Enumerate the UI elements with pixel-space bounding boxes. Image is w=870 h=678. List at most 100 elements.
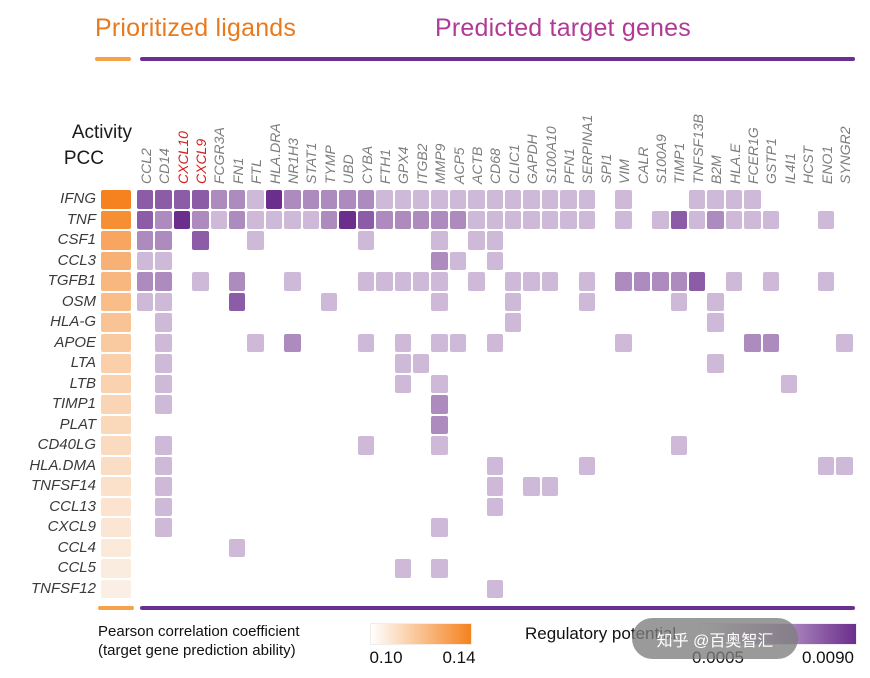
heatmap-cell xyxy=(762,272,779,291)
heatmap-cell xyxy=(578,456,595,475)
pcc-cell xyxy=(101,395,131,414)
heatmap-cell xyxy=(431,231,448,250)
heatmap-cell xyxy=(357,272,375,291)
heatmap-cell xyxy=(431,436,448,455)
column-label: CALR xyxy=(634,146,651,184)
pcc-cell xyxy=(101,559,131,578)
heatmap-cell xyxy=(173,190,191,209)
heatmap-cell xyxy=(670,292,687,311)
pcc-cell xyxy=(101,477,131,496)
column-label: TIMP1 xyxy=(671,142,688,184)
heatmap-cell xyxy=(652,272,669,291)
row-label: IFNG xyxy=(60,190,96,207)
heatmap-cell xyxy=(173,210,191,229)
row-label: TNFSF14 xyxy=(30,477,96,494)
heatmap-cell xyxy=(541,272,559,291)
pcc-cell xyxy=(101,436,131,455)
pearson-legend-line1: Pearson correlation coefficient xyxy=(98,623,300,640)
row-label: CD40LG xyxy=(37,436,96,453)
heatmap-cell xyxy=(817,210,835,229)
pcc-cell xyxy=(101,272,131,291)
heatmap-cell xyxy=(707,210,724,229)
row-label: TIMP1 xyxy=(51,395,96,412)
column-label: ACP5 xyxy=(450,147,467,184)
heatmap-cell xyxy=(541,190,559,209)
pcc-cell xyxy=(101,579,131,598)
pcc-cell xyxy=(101,190,131,209)
row-label: APOE xyxy=(54,333,96,351)
pcc-cell xyxy=(101,497,131,516)
heatmap-cell xyxy=(541,210,559,229)
heatmap-cell xyxy=(229,272,246,291)
heatmap-cell xyxy=(413,190,430,209)
column-label: FCGR3A xyxy=(211,127,228,184)
heatmap-cell xyxy=(192,190,209,209)
row-label: CCL13 xyxy=(49,497,96,515)
heatmap-cell xyxy=(229,538,246,557)
heatmap-cell xyxy=(192,210,209,229)
pcc-cell xyxy=(101,313,131,332)
heatmap-cell xyxy=(229,292,246,311)
heatmap-cell xyxy=(762,210,779,229)
heatmap-cell xyxy=(449,333,467,352)
row-label: TGFB1 xyxy=(47,272,96,289)
heatmap-cell xyxy=(431,415,448,434)
heatmap-cell xyxy=(652,210,669,229)
heatmap-cell xyxy=(155,313,172,332)
heatmap-cell xyxy=(339,190,356,209)
heatmap-cell xyxy=(633,272,651,291)
heatmap-cell xyxy=(302,190,319,209)
heatmap-cell xyxy=(486,190,503,209)
heatmap-cell xyxy=(137,190,154,209)
heatmap-cell xyxy=(210,210,227,229)
heatmap-cell xyxy=(817,456,835,475)
heatmap-cell xyxy=(449,190,467,209)
heatmap-cell xyxy=(394,354,411,373)
heatmap-cell xyxy=(431,559,448,578)
column-label: MMP9 xyxy=(432,143,449,184)
column-label: VIM xyxy=(616,159,633,184)
heatmap-cell xyxy=(376,210,393,229)
column-label: FTL xyxy=(248,159,265,184)
heatmap-cell xyxy=(376,190,393,209)
heatmap-cell xyxy=(670,436,687,455)
row-label: LTA xyxy=(70,354,96,371)
heatmap-cell xyxy=(413,272,430,291)
heatmap-cell xyxy=(707,292,724,311)
heatmap-cell xyxy=(155,231,172,250)
bottom-orange-rule xyxy=(98,606,134,610)
heatmap-cell xyxy=(155,518,172,537)
column-label: SPI1 xyxy=(597,153,614,184)
heatmap-cell xyxy=(486,210,503,229)
heatmap-cell xyxy=(137,251,154,270)
heatmap-cell xyxy=(265,190,283,209)
heatmap-cell xyxy=(431,374,448,393)
heatmap-cell xyxy=(155,436,172,455)
pcc-cell xyxy=(101,518,131,537)
heatmap-cell xyxy=(744,190,761,209)
heatmap-cell xyxy=(229,210,246,229)
heatmap-cell xyxy=(670,210,687,229)
heatmap-cell xyxy=(505,210,522,229)
column-label: FTH1 xyxy=(376,149,393,184)
heatmap-cell xyxy=(578,292,595,311)
heatmap-cell xyxy=(523,190,540,209)
heatmap-cell xyxy=(725,272,743,291)
column-label: TYMP xyxy=(321,145,338,184)
heatmap-cell xyxy=(155,497,172,516)
column-label: GSTP1 xyxy=(763,138,780,184)
heatmap-cell xyxy=(744,210,761,229)
heatmap-cell xyxy=(192,272,209,291)
heatmap-cell xyxy=(670,272,687,291)
heatmap-cell xyxy=(431,333,448,352)
heatmap-cell xyxy=(155,251,172,270)
heatmap-cell xyxy=(505,292,522,311)
pearson-max-label: 0.14 xyxy=(442,648,476,667)
column-label: GPX4 xyxy=(395,146,412,184)
column-label: CXCL10 xyxy=(174,131,191,184)
column-label: HCST xyxy=(800,145,817,184)
heatmap-cell xyxy=(615,333,632,352)
column-label: CCL2 xyxy=(137,148,154,184)
pcc-cell xyxy=(101,538,131,557)
